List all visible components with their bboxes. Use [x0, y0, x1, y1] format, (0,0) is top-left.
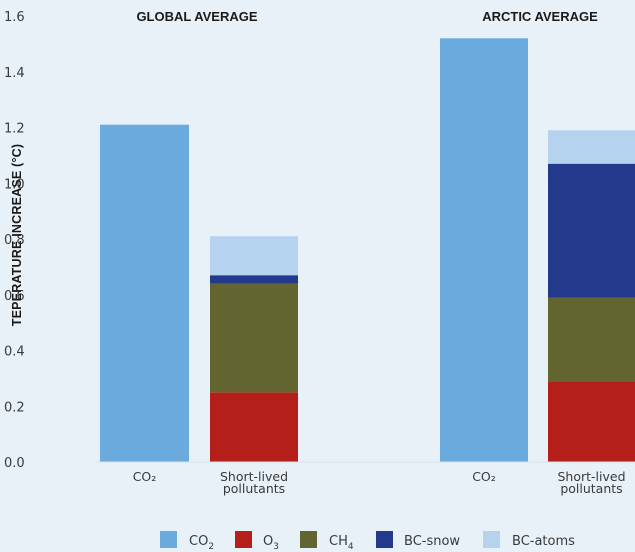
legend-label: BC-snow [404, 534, 460, 549]
legend-label: O3 [263, 534, 279, 552]
category-label: Short-lived [220, 469, 288, 484]
legend-swatch [300, 531, 317, 548]
bar-segment-ch4 [548, 297, 635, 382]
bar-segment-ch4 [210, 283, 298, 393]
legend-swatch [160, 531, 177, 548]
legend-item-ch4: CH4 [300, 531, 354, 552]
category-label: pollutants [560, 481, 622, 496]
legend-item-bc-snow: BC-snow [376, 531, 460, 549]
panel-title: ARCTIC AVERAGE [482, 9, 598, 24]
legend-label: CO2 [189, 534, 214, 552]
category-label: CO₂ [472, 469, 496, 484]
bar-segment-bc-snow [210, 275, 298, 284]
bar-segment-bc-atoms [210, 236, 298, 276]
legend-label: BC-atoms [512, 534, 575, 549]
y-tick-label: 1.4 [4, 66, 25, 81]
bar-segment-bc-atoms [548, 130, 635, 164]
panel-title: GLOBAL AVERAGE [136, 9, 257, 24]
y-tick-label: 0.4 [4, 345, 25, 360]
category-label: Short-lived [557, 469, 625, 484]
y-tick-label: 0.6 [4, 289, 25, 304]
category-label: CO₂ [133, 469, 157, 484]
y-tick-label: 1.6 [4, 10, 25, 25]
bar-segment-bc-snow [548, 163, 635, 298]
y-axis-ticks: 0.0 0.2 0.4 0.6 0.8 1.0 1.2 1.4 1.6 [4, 10, 25, 471]
legend: CO2 O3 CH4 BC-snow BC-atoms [160, 531, 575, 552]
bar-segment-o3 [210, 392, 298, 462]
legend-item-co2: CO2 [160, 531, 214, 552]
y-tick-label: 0.2 [4, 400, 25, 415]
y-tick-label: 0.8 [4, 233, 25, 248]
y-tick-label: 1.0 [4, 177, 25, 192]
legend-label: CH4 [329, 534, 354, 552]
legend-item-bc-atoms: BC-atoms [483, 531, 575, 549]
bar-segment-co2 [100, 124, 189, 463]
category-label: pollutants [223, 481, 285, 496]
bar-segment-o3 [548, 381, 635, 462]
y-tick-label: 0.0 [4, 456, 25, 471]
legend-item-o3: O3 [235, 531, 279, 552]
y-tick-label: 1.2 [4, 122, 25, 137]
legend-swatch [483, 531, 500, 548]
bar-segment-co2 [440, 38, 528, 463]
y-axis-label: TEPERATURE INCREASE (°C) [10, 144, 24, 327]
legend-swatch [376, 531, 393, 548]
legend-swatch [235, 531, 252, 548]
